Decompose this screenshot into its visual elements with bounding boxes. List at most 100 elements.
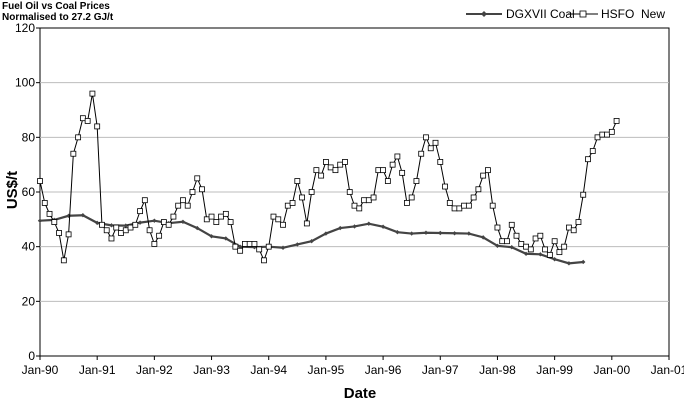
x-tick-label-Jan-91: Jan-91	[79, 363, 116, 377]
hsfo-point	[275, 216, 282, 223]
legend-hsfo-marker	[579, 10, 587, 18]
hsfo-point	[437, 159, 444, 165]
hsfo-point	[308, 189, 315, 195]
hsfo-point	[180, 197, 186, 204]
hsfo-point	[408, 194, 415, 201]
hsfo-point	[513, 232, 520, 239]
coal-point	[180, 219, 186, 224]
coal-point	[523, 251, 529, 256]
hsfo-point	[485, 167, 491, 174]
hsfo-point	[389, 161, 396, 168]
hsfo-point	[251, 241, 258, 247]
hsfo-point	[222, 210, 229, 217]
y-tick-label-80: 80	[22, 130, 36, 144]
hsfo-point	[446, 200, 453, 206]
coal-point	[209, 234, 214, 239]
hsfo-point	[313, 167, 320, 174]
coal-point	[380, 224, 386, 229]
hsfo-point	[475, 186, 482, 193]
hsfo-point	[122, 227, 129, 234]
coal-point	[80, 213, 86, 218]
coal-point	[566, 261, 572, 266]
hsfo-point	[380, 167, 386, 174]
hsfo-point	[523, 243, 529, 250]
hsfo-point	[323, 159, 329, 165]
x-tick-label-Jan-98: Jan-98	[479, 363, 516, 377]
hsfo-point	[337, 161, 344, 168]
hsfo-point	[427, 145, 434, 152]
hsfo-point	[270, 213, 277, 220]
hsfo-point	[365, 197, 372, 204]
hsfo-point	[75, 134, 82, 141]
hsfo-point	[84, 118, 91, 124]
hsfo-point	[346, 189, 353, 195]
legend-item-hsfo: HSFO New	[568, 7, 665, 21]
hsfo-point	[494, 224, 501, 231]
hsfo-point	[384, 178, 391, 184]
hsfo-point	[256, 246, 263, 253]
hsfo-point	[199, 186, 205, 193]
hsfo-point	[327, 164, 334, 171]
coal-point	[480, 235, 486, 240]
coal-point	[323, 231, 329, 236]
chart-title: Fuel Oil vs Coal Prices	[2, 1, 110, 12]
x-tick-label-Jan-92: Jan-92	[136, 363, 173, 377]
coal-point	[309, 239, 314, 244]
x-tick-label-Jan-97: Jan-97	[422, 363, 459, 377]
coal-point	[452, 231, 457, 236]
hsfo-point	[589, 148, 596, 154]
coal-point	[338, 225, 343, 231]
hsfo-point	[361, 197, 367, 204]
hsfo-point	[242, 241, 248, 247]
x-tick-label-Jan-00: Jan-00	[593, 363, 630, 377]
coal-point	[395, 229, 400, 235]
hsfo-point	[566, 224, 572, 231]
hsfo-point	[480, 172, 487, 179]
hsfo-point	[604, 131, 610, 138]
hsfo-point	[370, 194, 377, 201]
legend: DGXVII Coal HSFO New	[466, 7, 665, 21]
hsfo-point	[532, 235, 539, 242]
y-tick-label-100: 100	[15, 76, 35, 90]
x-tick-label-Jan-95: Jan-95	[308, 363, 345, 377]
hsfo-point	[342, 159, 348, 165]
y-tick-label-60: 60	[22, 185, 36, 199]
series-1	[37, 90, 620, 264]
hsfo-point	[37, 178, 43, 184]
hsfo-point	[108, 235, 115, 242]
hsfo-point	[246, 241, 253, 247]
coal-point	[366, 221, 371, 226]
y-gridlines	[40, 82, 669, 302]
hsfo-point	[151, 241, 158, 247]
hsfo-point	[570, 227, 577, 234]
hsfo-point	[461, 202, 467, 209]
y-axis-ticks: 0 20 40 60 80 100 120	[15, 21, 40, 363]
coal-point	[123, 223, 128, 228]
coal-point	[438, 230, 443, 236]
hsfo-point	[556, 249, 563, 256]
hsfo-point	[599, 131, 606, 138]
hsfo-point	[137, 208, 143, 215]
hsfo-point	[456, 205, 463, 212]
hsfo-point	[156, 232, 163, 239]
hsfo-point	[546, 251, 553, 258]
hsfo-point	[432, 139, 439, 146]
hsfo-point	[99, 221, 105, 228]
hsfo-point	[51, 219, 58, 225]
hsfo-point	[160, 219, 167, 225]
coal-point	[280, 245, 286, 250]
hsfo-point	[232, 243, 239, 250]
hsfo-point	[561, 243, 568, 250]
hsfo-point	[118, 230, 124, 236]
hsfo-point	[451, 205, 458, 212]
hsfo-point	[504, 238, 510, 245]
hsfo-point	[332, 167, 339, 174]
coal-point	[237, 244, 243, 249]
hsfo-point	[170, 213, 177, 220]
hsfo-point	[294, 178, 301, 184]
hsfo-point	[89, 90, 96, 97]
hsfo-point	[351, 202, 358, 209]
coal-point	[552, 257, 557, 262]
legend-coal-label: DGXVII Coal	[506, 7, 575, 21]
